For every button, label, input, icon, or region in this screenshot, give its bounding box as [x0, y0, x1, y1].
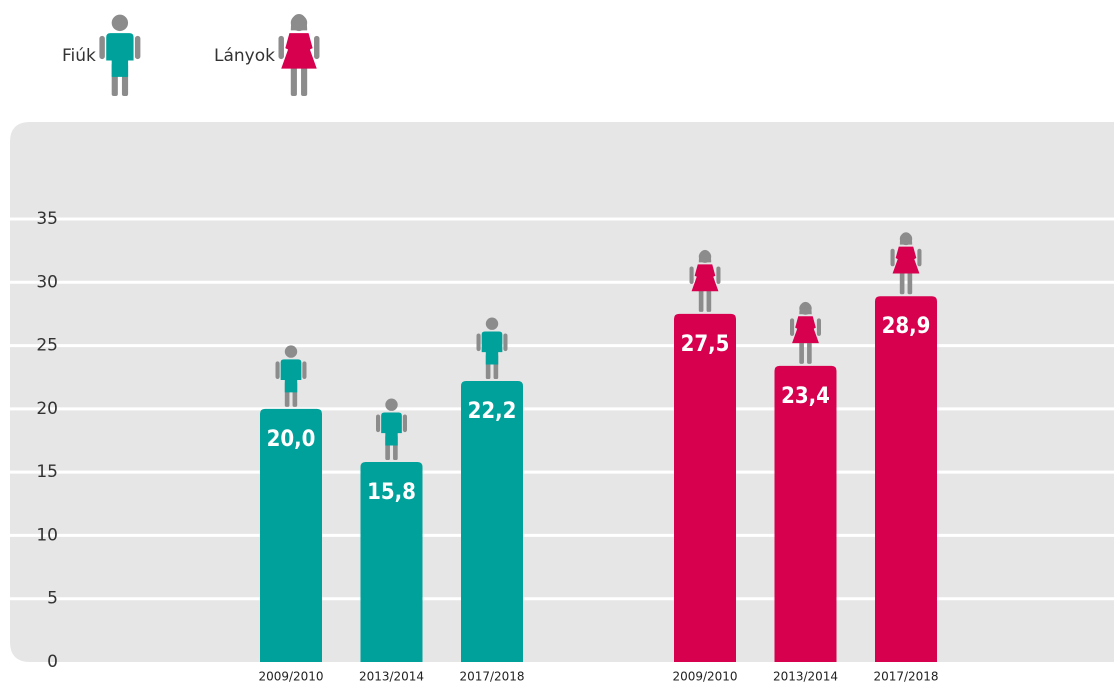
- x-tick-label: 2017/2018: [459, 670, 524, 684]
- icon-head: [899, 232, 913, 246]
- x-tick-label: 2017/2018: [873, 670, 938, 684]
- y-tick-label: 35: [36, 209, 58, 229]
- icon-head: [111, 14, 129, 32]
- icon-arm: [314, 35, 320, 60]
- icon-arm: [476, 333, 481, 352]
- value-label: 28,9: [882, 314, 931, 339]
- icon-leg: [301, 63, 308, 96]
- bar: [461, 381, 523, 662]
- y-tick-label: 25: [36, 336, 58, 356]
- value-label: 23,4: [781, 384, 830, 409]
- value-label: 15,8: [367, 480, 416, 505]
- icon-arm: [503, 333, 508, 352]
- icon-leg: [799, 339, 804, 364]
- icon-dress: [281, 33, 317, 69]
- icon-body: [381, 412, 402, 446]
- icon-arm: [278, 35, 284, 60]
- y-tick-label: 5: [47, 589, 58, 609]
- y-tick-label: 15: [36, 462, 58, 482]
- icon-body: [106, 33, 134, 77]
- icon-leg: [907, 269, 913, 295]
- icon-arm: [134, 35, 141, 60]
- x-tick-label: 2013/2014: [359, 670, 424, 684]
- icon-arm: [402, 414, 407, 433]
- icon-arm: [716, 266, 721, 285]
- y-tick-label: 30: [36, 272, 58, 292]
- y-tick-label: 0: [47, 652, 58, 672]
- bar: [875, 296, 937, 662]
- icon-arm: [917, 248, 922, 267]
- icon-body: [280, 359, 302, 393]
- value-label: 27,5: [681, 332, 730, 357]
- icon-head: [485, 317, 499, 330]
- icon-arm: [816, 318, 821, 336]
- icon-dress: [892, 246, 920, 274]
- icon-head: [799, 302, 812, 315]
- y-tick-label: 20: [36, 399, 58, 419]
- x-tick-label: 2009/2010: [672, 670, 737, 684]
- bar: [674, 313, 736, 662]
- icon-head: [698, 250, 712, 263]
- icon-arm: [99, 35, 105, 60]
- icon-leg: [290, 63, 297, 96]
- plot-panel: [10, 122, 1114, 662]
- legend-label: Lányok: [214, 46, 275, 66]
- icon-leg: [706, 287, 712, 312]
- value-label: 20,0: [267, 427, 316, 452]
- icon-arm: [376, 414, 381, 433]
- icon-arm: [790, 318, 795, 336]
- bar: [260, 408, 322, 662]
- x-tick-label: 2013/2014: [773, 670, 838, 684]
- bar: [360, 462, 423, 662]
- icon-head: [385, 398, 398, 411]
- x-tick-label: 2009/2010: [258, 670, 323, 684]
- icon-leg: [698, 287, 704, 312]
- y-tick-label: 10: [36, 525, 58, 545]
- icon-body: [481, 331, 503, 365]
- bar: [774, 365, 837, 662]
- icon-head: [290, 14, 308, 32]
- icon-arm: [890, 248, 895, 267]
- value-label: 22,2: [468, 399, 517, 424]
- icon-dress: [691, 264, 719, 292]
- icon-head: [284, 345, 298, 358]
- icon-leg: [899, 269, 905, 295]
- icon-arm: [689, 266, 694, 285]
- icon-arm: [302, 361, 307, 379]
- icon-leg: [807, 339, 812, 364]
- icon-arm: [275, 361, 280, 379]
- icon-dress: [792, 316, 819, 344]
- legend-label: Fiúk: [62, 46, 96, 66]
